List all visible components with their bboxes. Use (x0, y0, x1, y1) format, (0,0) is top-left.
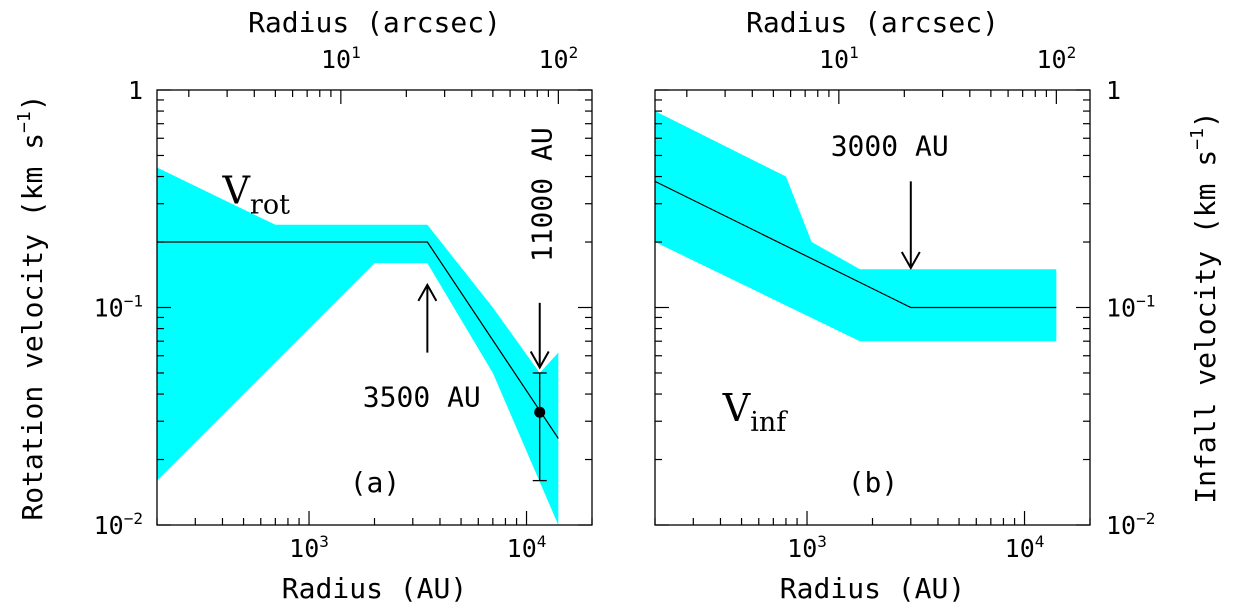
x2-axis-label: Radius (arcsec) (746, 6, 999, 39)
annotation-text-vertical: 11000 AU (526, 127, 559, 262)
y-axis-label-tail: ) (16, 94, 49, 111)
x-tick-base: 10 (787, 534, 817, 563)
annotation-arrow (417, 282, 438, 353)
x-tick-base: 10 (289, 534, 319, 563)
x2-tick-label: 102 (538, 43, 578, 74)
x-tick-base: 10 (1005, 534, 1035, 563)
y-axis-label-sup: −1 (14, 111, 35, 133)
x2-tick-exp: 2 (1067, 43, 1077, 62)
x-tick-exp: 4 (537, 532, 547, 551)
x2-tick-base: 10 (321, 45, 351, 74)
curve-label-sub: inf (750, 407, 788, 438)
y-tick-exp: −2 (1136, 509, 1155, 528)
x-axis-label: Radius (AU) (780, 572, 965, 605)
x-axis-label: Radius (AU) (282, 572, 467, 605)
model-line (654, 180, 1057, 309)
annotation-text: 3500 AU (363, 381, 481, 414)
arrow-head (417, 282, 438, 302)
x-tick-label: 103 (289, 532, 329, 563)
curve-label-sub: rot (250, 190, 290, 221)
y-axis-label-text: Infall velocity (km s (1189, 150, 1222, 504)
y-tick-exp: −1 (1136, 292, 1155, 311)
y-tick-base: 10 (94, 511, 124, 540)
x-tick-base: 10 (507, 534, 537, 563)
panel-label: (a) (350, 466, 401, 499)
x2-tick-label: 102 (1036, 43, 1076, 74)
curve-label-main: V (221, 169, 250, 213)
y-axis-label-tail: ) (1189, 111, 1222, 128)
y-axis-label: Rotation velocity (km s−1) (14, 94, 49, 520)
panel-label: (b) (848, 466, 899, 499)
x2-tick-exp: 1 (351, 43, 361, 62)
annotation-arrow (900, 181, 921, 270)
x-tick-label: 104 (1005, 532, 1045, 563)
y-axis-label-sup: −1 (1187, 128, 1208, 150)
y-tick-base: 1 (1106, 76, 1121, 105)
y-tick-label: 10−2 (94, 509, 143, 540)
x2-tick-label: 101 (321, 43, 361, 74)
x2-tick-base: 10 (819, 45, 849, 74)
curve-label-main: V (722, 386, 751, 430)
data-marker (534, 406, 546, 418)
y-tick-label: 1 (1106, 76, 1121, 105)
x-tick-exp: 3 (319, 532, 329, 551)
x2-tick-exp: 2 (569, 43, 579, 62)
curve-label: Vinf (722, 386, 788, 438)
y-tick-base: 10 (94, 294, 124, 323)
y-tick-base: 1 (128, 76, 143, 105)
curve-label: Vrot (221, 169, 290, 221)
arrow-head (529, 350, 550, 370)
ticks (156, 89, 593, 526)
model-line (157, 241, 559, 439)
x-tick-label: 104 (507, 532, 547, 563)
y-axis-label-text: Rotation velocity (km s (16, 133, 49, 521)
x-tick-exp: 4 (1035, 532, 1045, 551)
x-tick-exp: 3 (817, 532, 827, 551)
y-tick-base: 10 (1106, 511, 1136, 540)
x2-axis-label: Radius (arcsec) (248, 6, 501, 39)
y-tick-label: 10−2 (1106, 509, 1155, 540)
data-point (532, 372, 547, 482)
x2-tick-base: 10 (1036, 45, 1066, 74)
y-tick-label: 1 (128, 76, 143, 105)
x2-tick-base: 10 (538, 45, 568, 74)
x-tick-label: 103 (787, 532, 827, 563)
y-tick-label: 10−1 (94, 292, 143, 323)
y-axis-label: Infall velocity (km s−1) (1187, 111, 1222, 504)
y-tick-exp: −2 (124, 509, 143, 528)
ticks (654, 89, 1091, 526)
x2-tick-exp: 1 (849, 43, 859, 62)
uncertainty-band (655, 111, 1057, 342)
annotation-text: 3000 AU (831, 129, 949, 162)
x2-tick-label: 101 (819, 43, 859, 74)
y-tick-exp: −1 (124, 292, 143, 311)
arrow-head (900, 251, 921, 270)
annotation-arrow (529, 302, 550, 370)
y-tick-base: 10 (1106, 294, 1136, 323)
y-tick-label: 10−1 (1106, 292, 1155, 323)
uncertainty-band (157, 167, 559, 525)
